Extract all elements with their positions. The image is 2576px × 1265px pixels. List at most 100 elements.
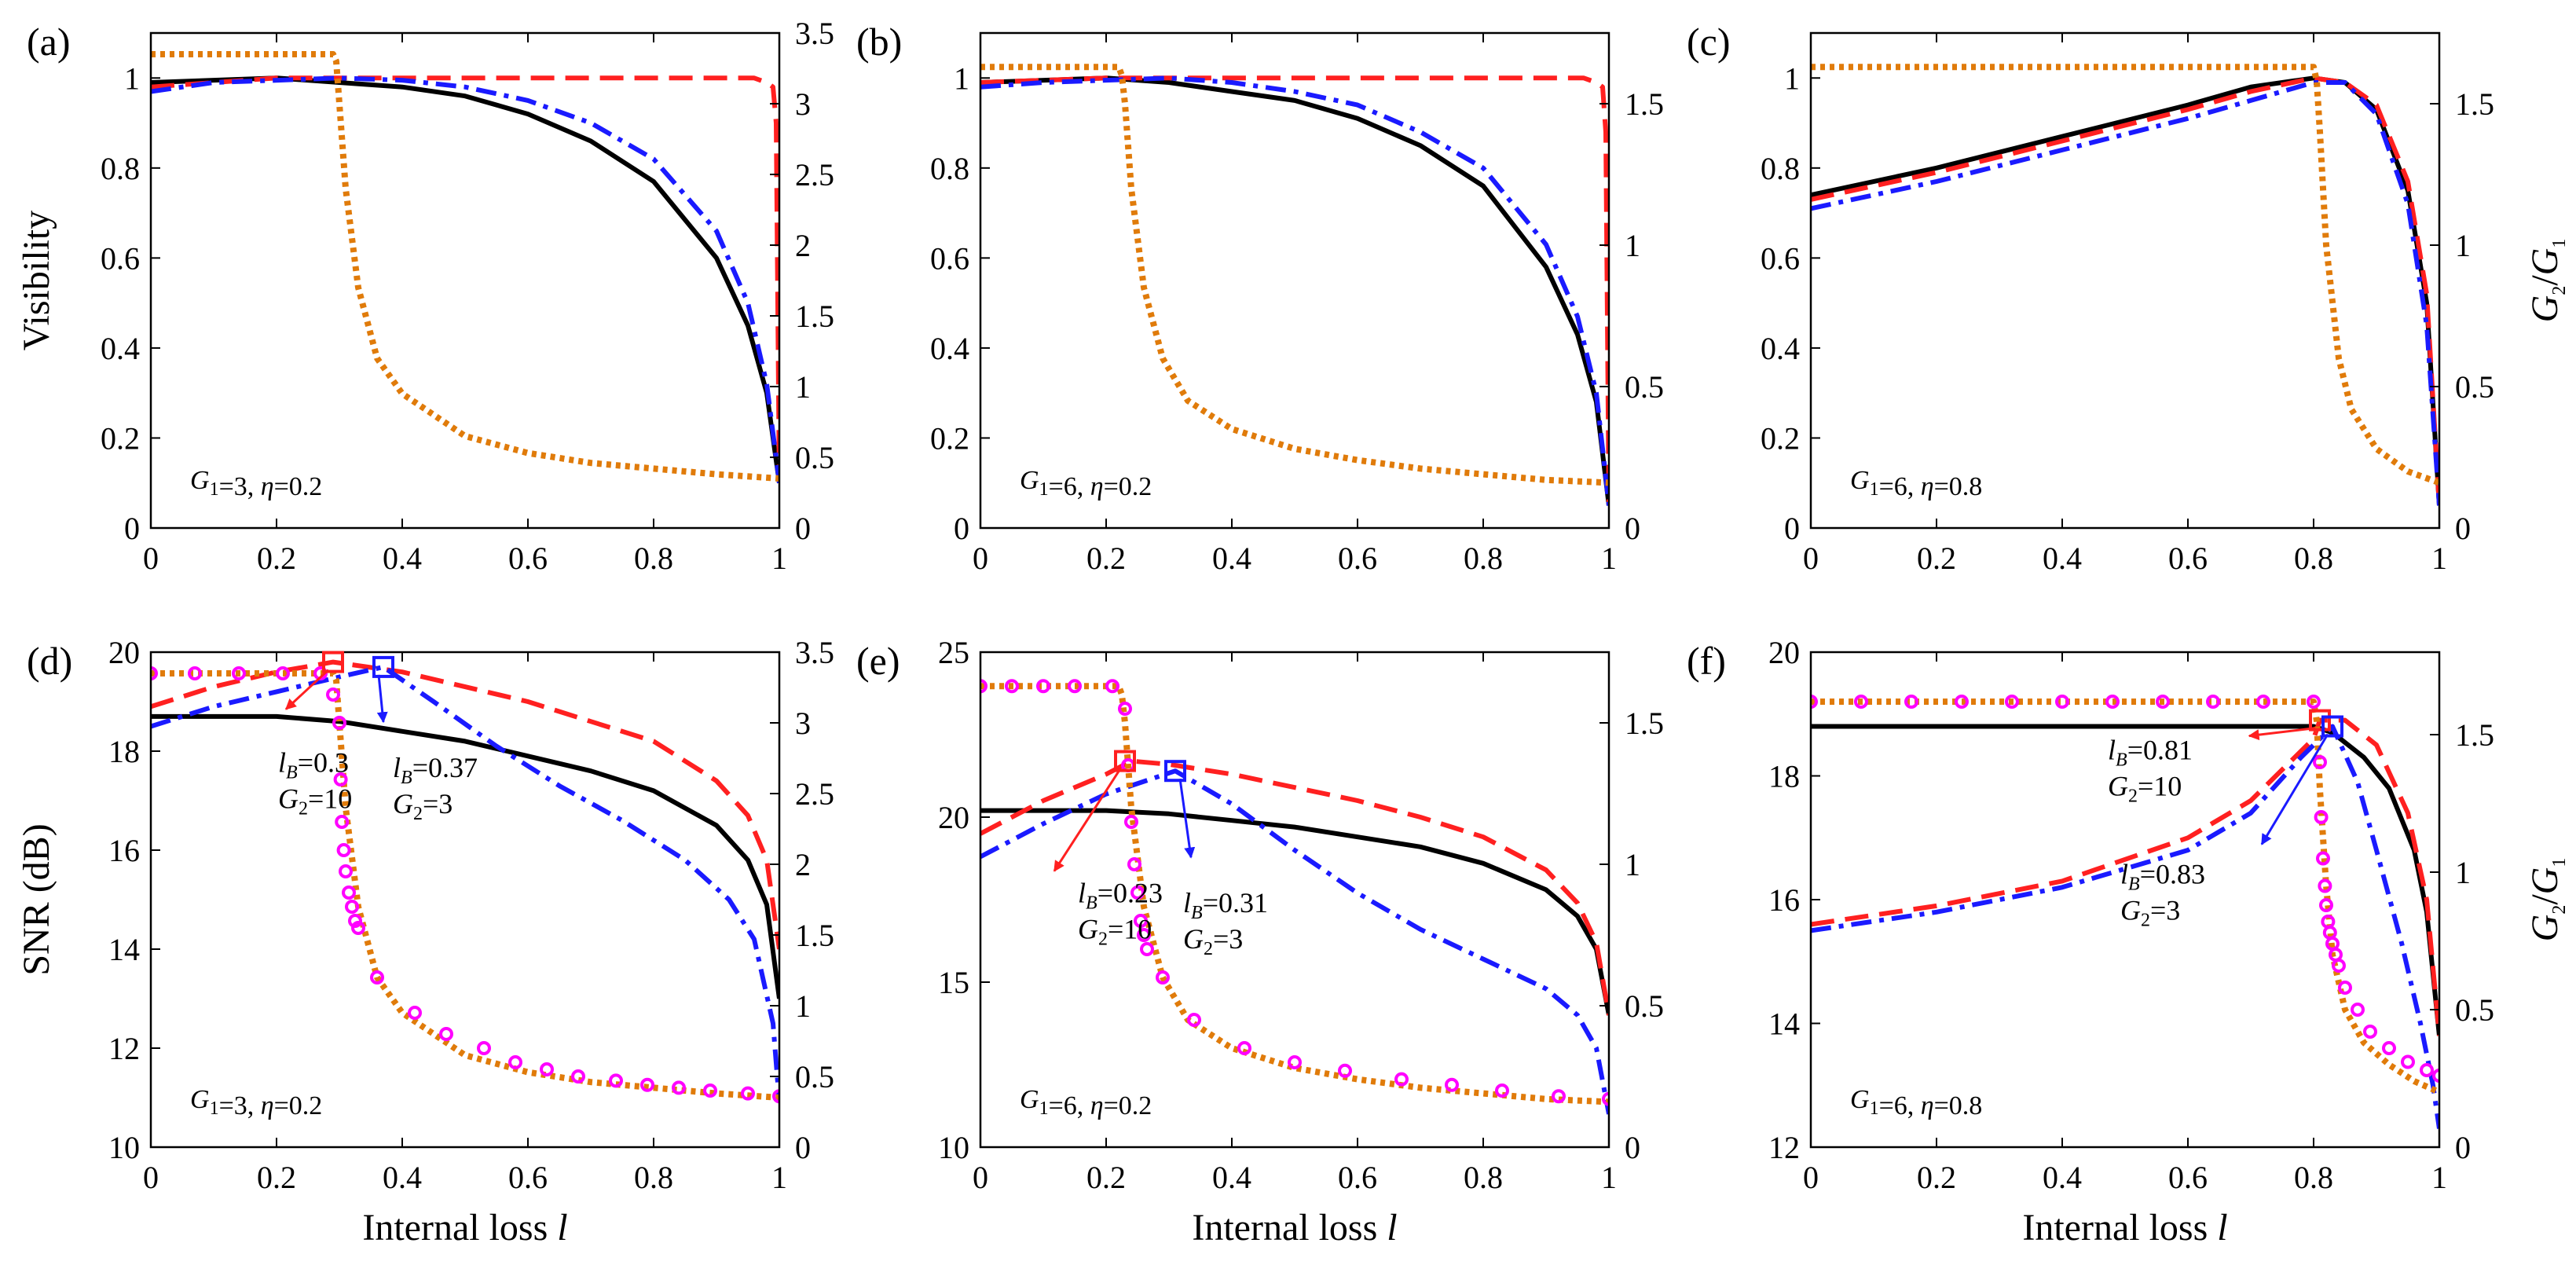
- panel-annotation: G1=6, η=0.2: [1020, 1085, 1152, 1120]
- panel-a: 0 0.2 0.4 0.6 0.8 100.20.40.60.8100.511.522.5…: [16, 16, 834, 576]
- callout-lb-label: lB=0.23: [1078, 878, 1163, 914]
- data-marker: [2319, 898, 2333, 912]
- marker-series-markers: [980, 679, 1609, 1106]
- data-marker: [1105, 679, 1119, 694]
- data-marker: [703, 1084, 717, 1098]
- y-right-tick-label: 1.5: [795, 299, 834, 334]
- y-tick-label: 0.8: [930, 151, 969, 186]
- data-marker: [2332, 959, 2346, 973]
- panel-label: (e): [856, 639, 900, 683]
- plot-area: [980, 679, 1609, 1115]
- y-right-tick-label: 3.5: [795, 16, 834, 51]
- data-marker: [1118, 702, 1132, 716]
- x-tick-label: 0: [973, 541, 988, 576]
- panel-annotation: G1=3, η=0.2: [190, 1085, 322, 1120]
- plot-frame: [979, 31, 1610, 530]
- y-right-tick-label: 2: [795, 228, 811, 263]
- x-tick-label: 0.8: [1464, 541, 1503, 576]
- series-line-black: [980, 808, 1609, 1016]
- callout-arrow: [2260, 733, 2329, 845]
- y-tick-label: 20: [108, 635, 140, 670]
- data-marker: [741, 1086, 755, 1101]
- y-tick-label: 14: [108, 932, 140, 967]
- y-right-tick-label: 0: [1625, 1130, 1640, 1165]
- y-right-tick-label: 1.5: [2455, 717, 2494, 753]
- data-marker: [2314, 810, 2329, 824]
- data-marker: [1127, 857, 1141, 871]
- data-marker: [1124, 815, 1138, 829]
- x-axis-title: Internal loss l: [362, 1207, 567, 1248]
- y-right-tick-label: 0: [2455, 1130, 2471, 1165]
- x-tick-label: 1: [1601, 541, 1617, 576]
- optimum-square-marker: [1114, 750, 1136, 772]
- callout-arrow: [1053, 768, 1122, 872]
- data-marker: [1338, 1063, 1352, 1078]
- data-marker: [332, 716, 346, 730]
- x-tick-label: 0: [143, 1160, 159, 1195]
- data-marker: [1495, 1084, 1509, 1098]
- callout-lb-label: lB=0.37: [393, 752, 478, 788]
- data-marker: [1811, 695, 1818, 709]
- panels-layer: 0 0.2 0.4 0.6 0.8 100.20.40.60.8100.511.522.5…: [16, 16, 2570, 1248]
- y-tick-label: 0.2: [101, 420, 140, 456]
- data-marker: [1137, 928, 1151, 942]
- x-tick-label: 0.8: [2294, 541, 2333, 576]
- panel-label: (a): [27, 20, 71, 64]
- panel-label: (f): [1687, 639, 1726, 683]
- series-line-red: [980, 75, 1609, 506]
- y-axis-title: Visibility: [16, 211, 57, 350]
- series-line-orange: [151, 670, 779, 1101]
- plot-area: [151, 51, 779, 484]
- data-marker: [2351, 1003, 2365, 1017]
- x-tick-label: 1: [2431, 1160, 2447, 1195]
- y-right-tick-label: 0: [795, 511, 811, 546]
- series-line-black: [980, 75, 1609, 506]
- panel-label: (c): [1687, 20, 1731, 64]
- series-line-black: [151, 75, 779, 484]
- data-marker: [151, 666, 158, 680]
- data-marker: [2318, 878, 2332, 893]
- marker-series-markers: [1811, 695, 2439, 1083]
- data-marker: [1445, 1077, 1459, 1092]
- y-right-axis-title: G2/G1: [2524, 239, 2570, 323]
- y-right-tick-label: 0.5: [1625, 988, 1664, 1024]
- data-marker: [1130, 886, 1145, 900]
- y-tick-label: 0.4: [1761, 331, 1800, 366]
- data-marker: [345, 900, 359, 914]
- series-line-orange: [980, 683, 1609, 1106]
- series-line-blue: [151, 75, 779, 484]
- y-right-tick-label: 1: [1625, 228, 1640, 263]
- y-right-tick-label: 1.5: [1625, 706, 1664, 741]
- x-axis-title: Internal loss l: [1192, 1207, 1397, 1248]
- data-marker: [1955, 695, 1969, 709]
- data-marker: [339, 864, 353, 878]
- x-tick-label: 0.4: [383, 541, 422, 576]
- y-tick-label: 0.4: [101, 331, 140, 366]
- x-axis-title: Internal loss l: [2022, 1207, 2227, 1248]
- data-marker: [333, 772, 348, 786]
- callout-g2-label: G2=3: [2120, 895, 2180, 931]
- data-marker: [571, 1069, 585, 1084]
- marker-series-markers: [151, 666, 779, 1104]
- y-tick-label: 18: [108, 734, 140, 769]
- data-marker: [1187, 1013, 1201, 1027]
- panel-annotation: G1=6, η=0.2: [1020, 466, 1152, 501]
- y-right-tick-label: 3: [795, 706, 811, 741]
- y-right-tick-label: 0.5: [795, 1059, 834, 1094]
- data-marker: [336, 843, 351, 857]
- x-tick-label: 0.2: [1917, 1160, 1956, 1195]
- data-marker: [1394, 1072, 1409, 1087]
- data-marker: [2206, 695, 2220, 709]
- plot-frame: [1809, 31, 2441, 530]
- x-tick-label: 0.4: [383, 1160, 422, 1195]
- optimum-square-marker: [322, 651, 344, 673]
- series-line-blue: [980, 75, 1609, 506]
- data-marker: [326, 688, 340, 702]
- panel-d: 0 0.2 0.4 0.6 0.8 1 10 12 14 16 18 20 0 0.5 1 1.5 2 2.5 3 3…: [16, 635, 834, 1248]
- y-tick-label: 1: [124, 60, 140, 96]
- data-marker: [1288, 1055, 1302, 1069]
- y-tick-label: 0.2: [1761, 420, 1800, 456]
